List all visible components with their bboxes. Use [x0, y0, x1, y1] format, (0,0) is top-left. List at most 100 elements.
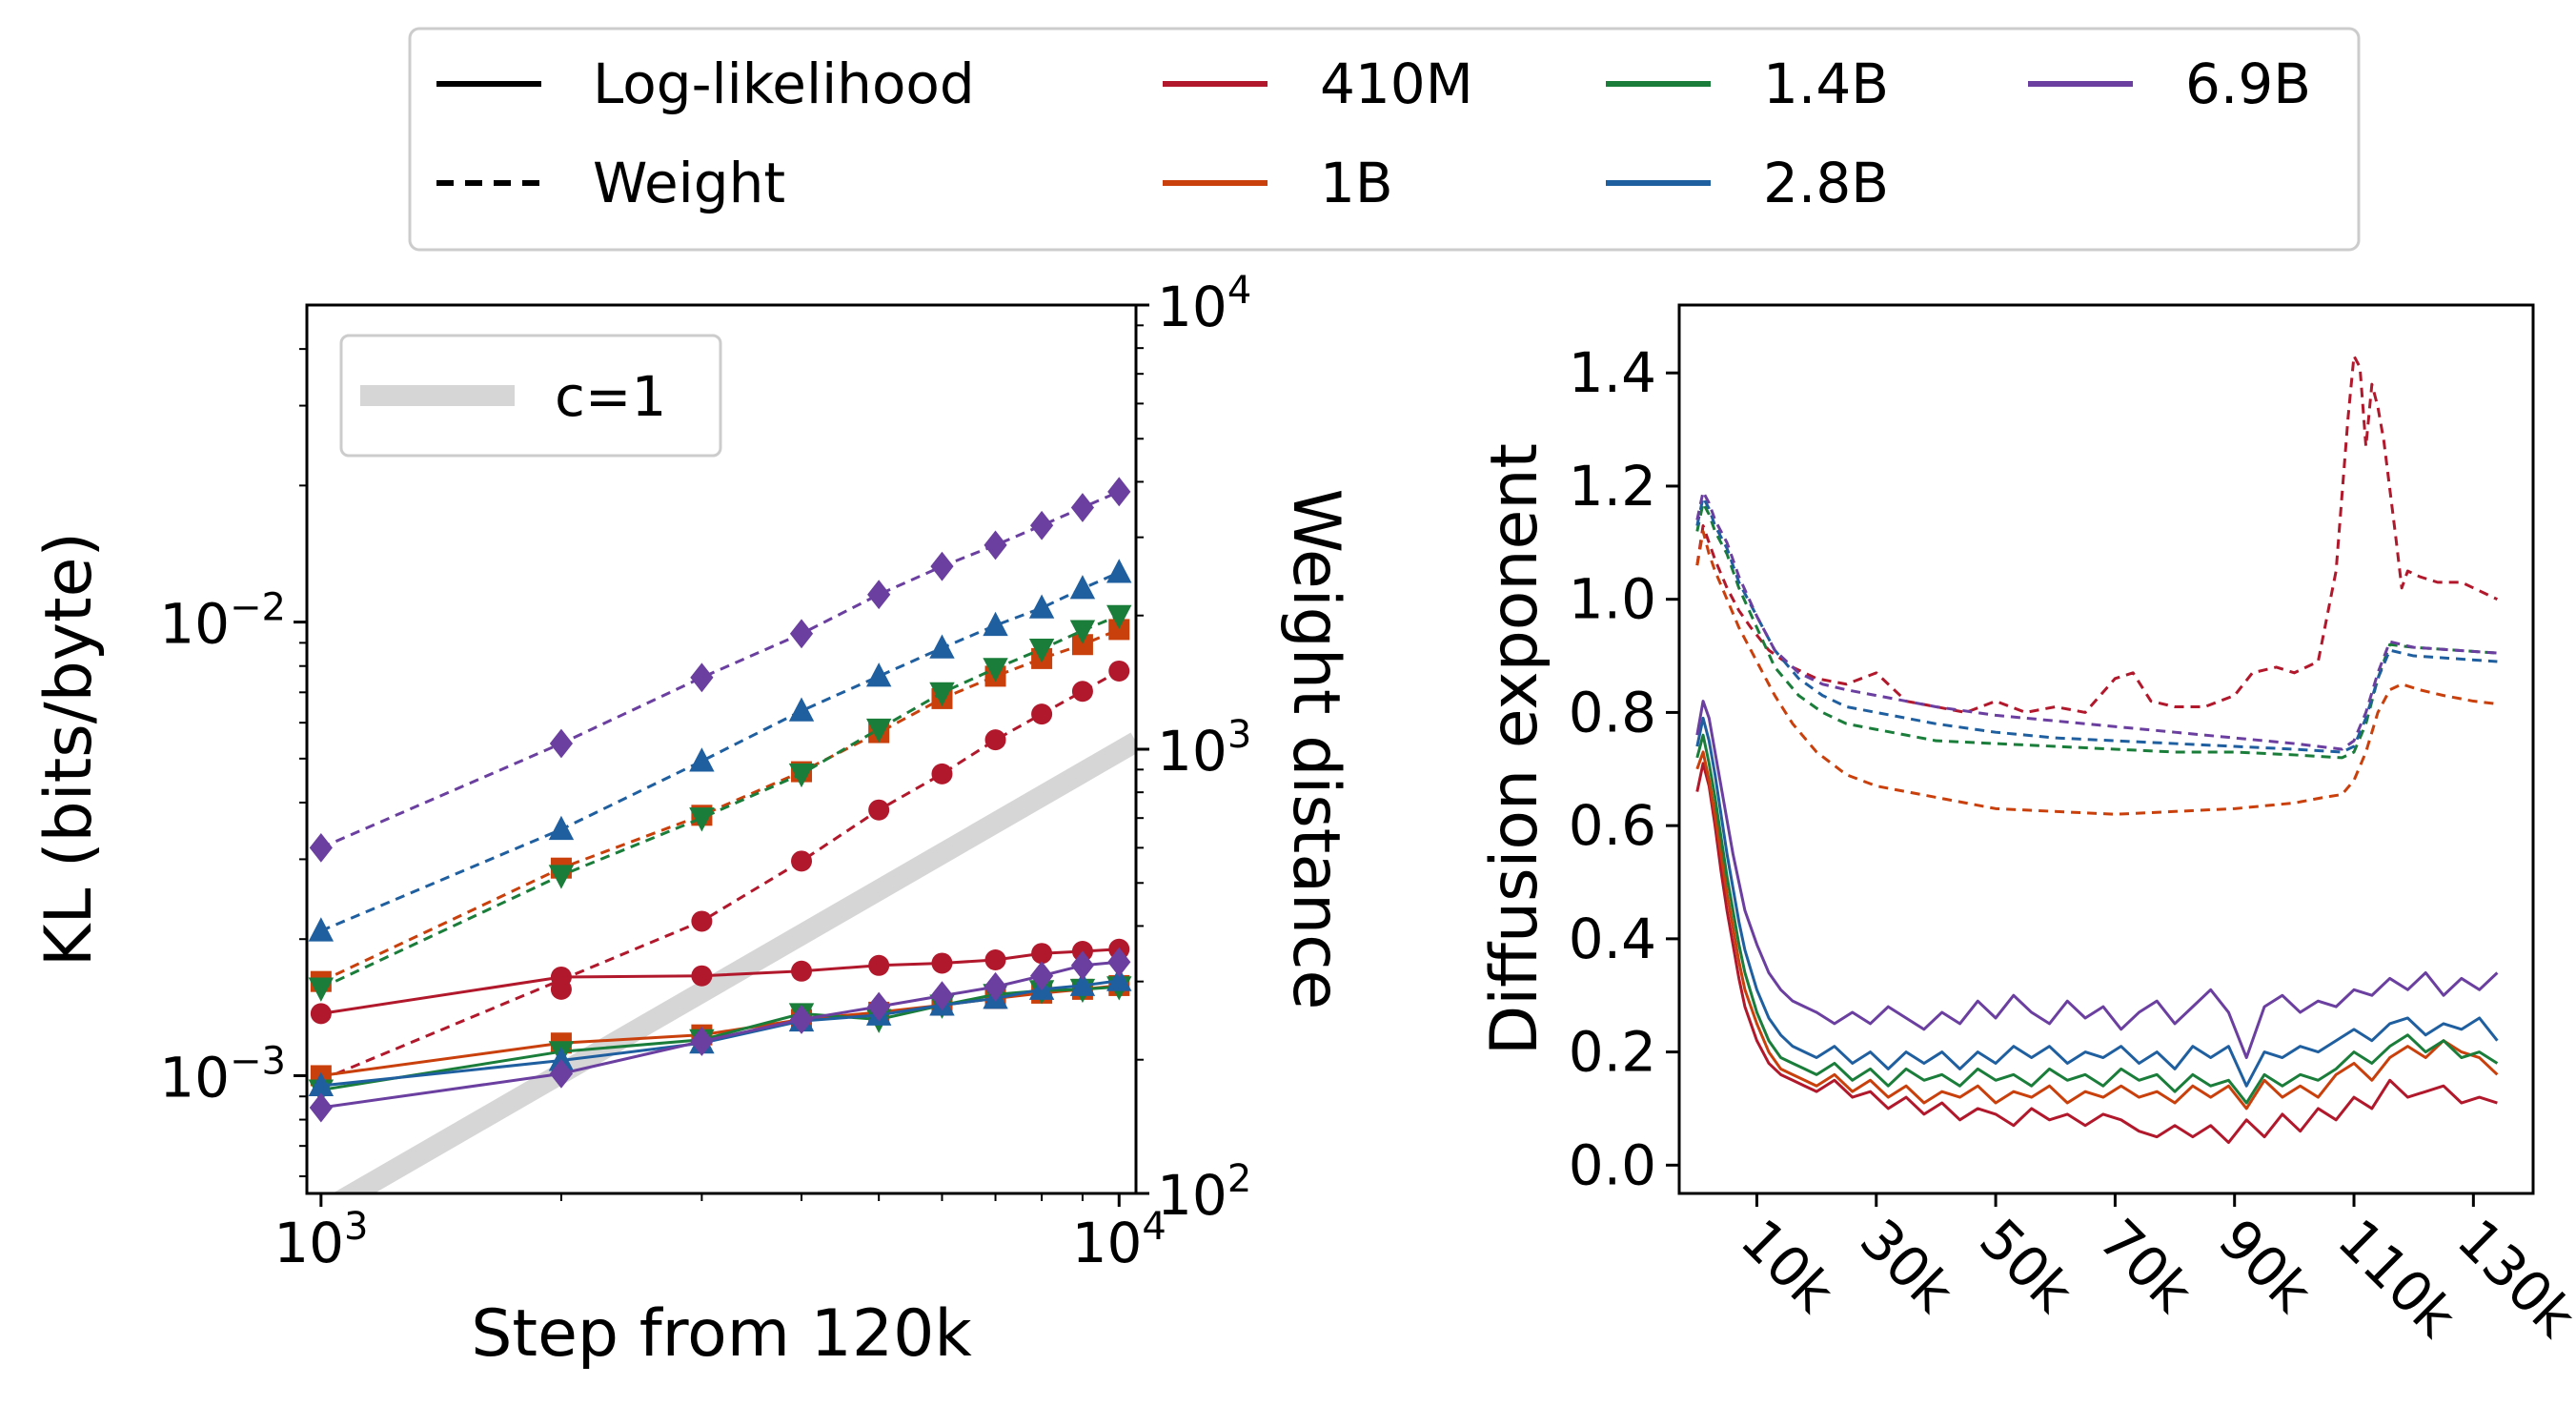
series-line-410M-log-likelihood	[320, 948, 1120, 1015]
marker-6.9B-weight	[930, 551, 954, 581]
x-tick-label-exponent: 3	[344, 1205, 368, 1249]
marker-1.4B-weight	[788, 763, 815, 788]
marker-6.9B-log-likelihood	[690, 1027, 714, 1056]
marker-410M-log-likelihood	[984, 948, 1006, 970]
series-line-6.9B-weight	[320, 490, 1120, 849]
marker-6.9B-weight	[549, 728, 574, 759]
marker-1.4B-weight	[865, 718, 892, 744]
inner-legend-label: c=1	[555, 364, 666, 429]
x-tick-label: 110k	[2325, 1207, 2468, 1350]
marker-6.9B-log-likelihood	[1070, 950, 1095, 981]
marker-410M-weight	[1108, 660, 1130, 682]
marker-410M-weight	[791, 850, 813, 872]
x-tick-label: 10k	[1729, 1207, 1847, 1325]
marker-1.4B-weight	[983, 658, 1008, 683]
marker-410M-log-likelihood	[868, 954, 890, 976]
y-tick-label: 10−2	[159, 586, 286, 657]
marker-410M-log-likelihood	[550, 978, 572, 1000]
marker-2.8B-log-likelihood	[548, 1047, 575, 1071]
marker-1B-weight	[1071, 634, 1093, 656]
y-tick-label: 1.4	[1569, 340, 1656, 405]
marker-6.9B-weight	[309, 832, 333, 863]
marker-6.9B-weight	[867, 580, 891, 610]
legend: Log-likelihood Weight 410M 1B 1.4B 2.8B 6.9B	[408, 27, 2361, 252]
y-tick-label: 0.4	[1569, 907, 1656, 971]
marker-410M-weight	[691, 910, 713, 932]
marker-410M-weight	[1071, 681, 1093, 703]
series-line-410M-weight	[1695, 354, 2499, 714]
x-tick-label: 30k	[1848, 1207, 1966, 1325]
x-tick-label-base: 10	[1072, 1211, 1143, 1275]
marker-2.8B-log-likelihood	[1069, 971, 1096, 996]
right-plot-frame	[1677, 303, 2535, 1195]
marker-6.9B-weight	[984, 530, 1007, 560]
marker-6.9B-log-likelihood	[789, 1005, 814, 1034]
marker-410M-log-likelihood	[1031, 943, 1053, 965]
y-tick-label: 0.6	[1569, 793, 1656, 858]
y-tick-label: 1.2	[1569, 454, 1656, 519]
marker-6.9B-log-likelihood	[984, 971, 1007, 1002]
y-right-tick-label: 103	[1157, 713, 1251, 784]
legend-label-410M: 410M	[1320, 51, 1473, 116]
y-right-tick-label: 102	[1157, 1157, 1251, 1228]
legend-label-2.8B: 2.8B	[1763, 151, 1889, 215]
marker-6.9B-log-likelihood	[549, 1058, 574, 1089]
marker-2.8B-log-likelihood	[308, 1071, 335, 1097]
x-tick-label-exponent: 4	[1142, 1205, 1166, 1249]
marker-6.9B-weight	[789, 619, 814, 649]
x-tick-label-base: 10	[274, 1211, 344, 1275]
y-right-tick-label-base: 10	[1157, 1163, 1227, 1228]
reference-c1-line	[332, 732, 1136, 1193]
series-line-2.8B-weight	[320, 571, 1120, 932]
series-line-1.4B-log-likelihood	[1695, 733, 2499, 1105]
marker-1.4B-weight	[1106, 604, 1132, 630]
legend-label-1B: 1B	[1320, 151, 1393, 215]
marker-2.8B-weight	[1069, 575, 1096, 600]
marker-410M-weight	[868, 799, 890, 821]
series-line-2.8B-weight	[1695, 496, 2498, 754]
y-tick-label: 0.0	[1569, 1132, 1656, 1197]
marker-2.8B-weight	[548, 815, 575, 841]
series-line-1.4B-log-likelihood	[320, 985, 1120, 1091]
series-line-6.9B-log-likelihood	[320, 960, 1120, 1110]
y-right-tick-label-base: 10	[1157, 275, 1227, 339]
y-tick-label-base: 10	[159, 1045, 230, 1110]
y-right-tick-label-base: 10	[1157, 719, 1227, 784]
series-line-1B-log-likelihood	[1695, 750, 2499, 1111]
marker-1.4B-weight	[548, 865, 575, 889]
y-tick-label: 10−3	[159, 1039, 286, 1110]
marker-1.4B-weight	[1028, 639, 1055, 663]
marker-1B-weight	[1108, 619, 1130, 641]
marker-410M-log-likelihood	[931, 952, 953, 974]
marker-410M-weight	[1031, 703, 1053, 725]
marker-6.9B-log-likelihood	[309, 1092, 333, 1123]
series-line-2.8B-log-likelihood	[1695, 716, 2499, 1088]
marker-410M-log-likelihood	[310, 1003, 332, 1025]
x-tick-label: 50k	[1967, 1207, 2085, 1325]
series-line-6.9B-log-likelihood	[1695, 700, 2499, 1060]
y-right-axis-label: Weight distance	[1278, 489, 1353, 1010]
marker-2.8B-weight	[865, 662, 892, 687]
y-tick-label: 0.8	[1569, 680, 1656, 744]
series-line-1B-weight	[1695, 529, 2498, 816]
y-tick-label-exponent: −3	[230, 1039, 286, 1083]
y-right-tick-label-exponent: 4	[1227, 269, 1251, 313]
x-tick-label: 104	[1072, 1205, 1166, 1275]
y-tick-label: 1.0	[1569, 567, 1656, 632]
marker-2.8B-weight	[1106, 559, 1132, 583]
marker-6.9B-weight	[1107, 477, 1131, 507]
series-line-1.4B-weight	[1695, 501, 2498, 760]
y-tick-label: 0.2	[1569, 1020, 1656, 1085]
y-tick-label-exponent: −2	[230, 586, 286, 630]
marker-410M-weight	[984, 729, 1006, 751]
x-tick-label: 70k	[2086, 1207, 2204, 1325]
marker-6.9B-weight	[690, 662, 714, 693]
y-right-tick-label: 104	[1157, 269, 1251, 339]
legend-label-1.4B: 1.4B	[1763, 51, 1889, 116]
marker-1.4B-weight	[689, 807, 715, 832]
legend-label-weight: Weight	[593, 151, 785, 215]
y-axis-label: Diffusion exponent	[1477, 443, 1552, 1055]
